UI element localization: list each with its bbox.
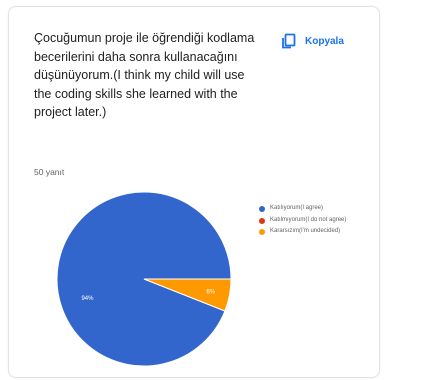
- response-count: 50 yanıt: [34, 167, 65, 177]
- legend-item-2: Kararsızım(I'm undecided): [259, 228, 369, 236]
- legend-item-1: Katılmıyorum(I do not agree): [259, 217, 369, 225]
- pie-slice-2: [143, 278, 232, 312]
- legend-label: Katılıyorum(I agree): [270, 205, 324, 211]
- legend-swatch: [259, 217, 265, 224]
- chart-legend: Katılıyorum(I agree) Katılmıyorum(I do no…: [259, 205, 369, 240]
- pie-label-0: 94%: [81, 296, 94, 302]
- legend-swatch: [259, 206, 265, 212]
- legend-label: Katılmıyorum(I do not agree): [270, 216, 347, 223]
- pie-chart: 94% 6%: [56, 191, 232, 367]
- legend-label: Kararsızım(I'm undecided): [270, 228, 341, 234]
- legend-item-0: Katılıyorum(I agree): [259, 205, 369, 213]
- copy-button[interactable]: Kopyala: [281, 33, 344, 49]
- copy-label: Kopyala: [305, 35, 344, 47]
- question-title: Çocuğumun proje ile öğrendiği kodlama be…: [34, 31, 255, 119]
- pie-label-2: 6%: [206, 290, 215, 296]
- copy-icon: [282, 33, 296, 49]
- legend-swatch: [259, 229, 265, 235]
- response-card: Çocuğumun proje ile öğrendiği kodlama be…: [8, 6, 380, 378]
